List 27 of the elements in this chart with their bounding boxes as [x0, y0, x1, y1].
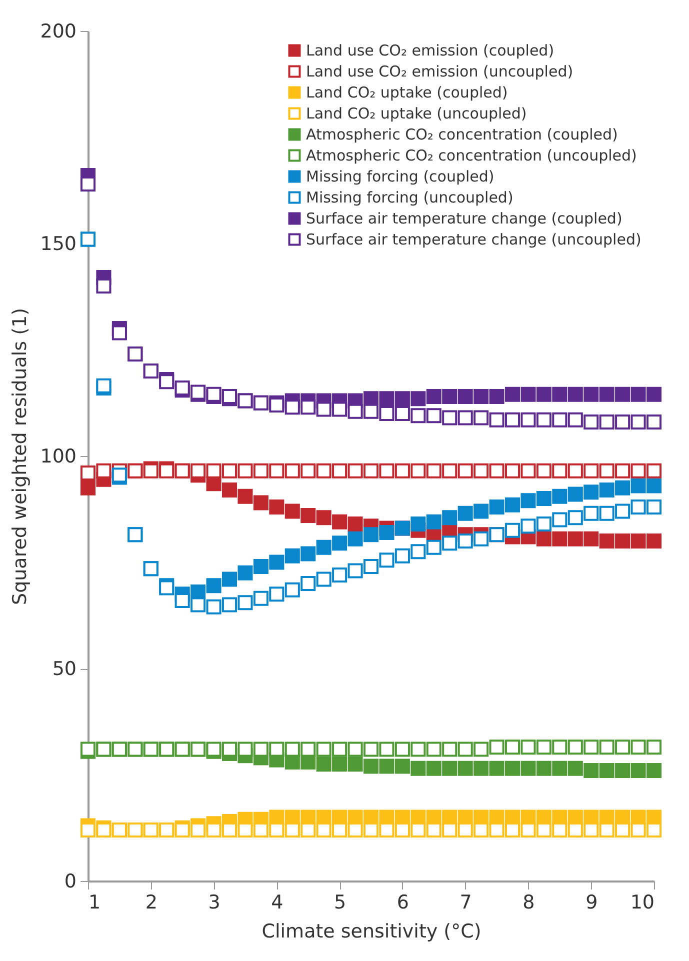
legend-label: Land use CO₂ emission (uncoupled) [306, 62, 574, 80]
y-tick-label: 150 [40, 233, 76, 255]
legend-label: Land use CO₂ emission (coupled) [306, 42, 554, 60]
x-tick-label: 5 [334, 892, 346, 914]
x-tick-label: 2 [145, 892, 158, 914]
legend-label: Land CO₂ uptake (uncoupled) [306, 104, 527, 122]
legend-label: Atmospheric CO₂ concentration (coupled) [306, 126, 618, 144]
legend-label: Surface air temperature change (uncoupled) [306, 230, 642, 248]
x-tick-label: 9 [586, 892, 598, 914]
x-tick-label: 10 [630, 892, 654, 914]
x-tick-label: 1 [88, 892, 101, 914]
x-tick-label: 6 [396, 892, 409, 914]
legend-label: Atmospheric CO₂ concentration (uncoupled) [306, 146, 637, 164]
y-axis-title: Squared weighted residuals (1) [9, 308, 32, 605]
y-tick-label: 200 [40, 20, 76, 42]
x-tick-label: 3 [208, 892, 220, 914]
legend-label: Missing forcing (coupled) [306, 168, 494, 186]
x-tick-label: 7 [460, 892, 472, 914]
x-tick-label: 4 [271, 892, 284, 914]
x-axis-title: Climate sensitivity (°C) [262, 920, 482, 942]
y-tick-label: 50 [52, 658, 76, 680]
y-tick-label: 100 [40, 446, 76, 468]
y-tick-label: 0 [64, 870, 76, 892]
legend-label: Surface air temperature change (coupled) [306, 210, 622, 228]
x-tick-label: 8 [522, 892, 535, 914]
legend-label: Missing forcing (uncoupled) [306, 188, 514, 206]
legend-label: Land CO₂ uptake (coupled) [306, 84, 508, 102]
